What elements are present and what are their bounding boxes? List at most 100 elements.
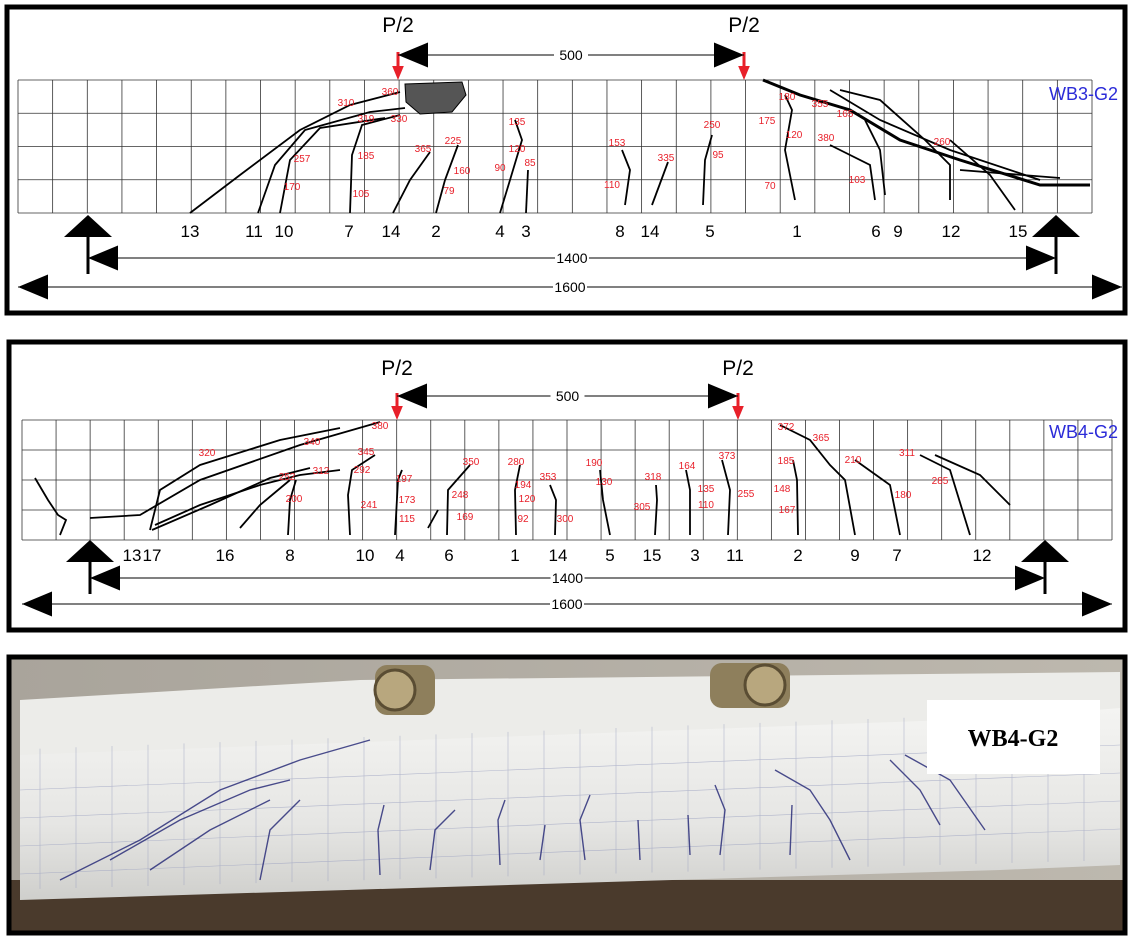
crack xyxy=(762,78,1090,187)
crack-number: 14 xyxy=(641,222,660,241)
crack xyxy=(34,477,68,536)
load-annotation: 280 xyxy=(508,457,525,468)
crack xyxy=(792,459,799,536)
crack xyxy=(525,169,529,214)
crack-number: 3 xyxy=(521,222,530,241)
load-annotation: 105 xyxy=(353,189,370,200)
load-annotation: 365 xyxy=(813,433,830,444)
arrow-head xyxy=(1015,565,1045,591)
arrow-head xyxy=(88,245,118,271)
photo-crack xyxy=(714,784,726,856)
load-annotation: 319 xyxy=(358,114,375,125)
photo-crack xyxy=(429,809,456,871)
load-annotation: 115 xyxy=(399,514,415,525)
load-annotation: 300 xyxy=(557,514,574,525)
load-annotation: 340 xyxy=(304,437,321,448)
photo-crack xyxy=(687,814,691,856)
crack-number: 6 xyxy=(871,222,880,241)
crack-number: 6 xyxy=(444,546,453,565)
crack xyxy=(239,479,291,529)
load-annotation: 103 xyxy=(849,175,866,186)
arrow-head xyxy=(738,66,750,80)
arrow-head xyxy=(1026,245,1056,271)
load-annotation: 305 xyxy=(634,502,651,513)
crack-number: 8 xyxy=(615,222,624,241)
crack xyxy=(149,427,341,531)
load-annotation: 372 xyxy=(778,422,795,433)
crack xyxy=(839,89,951,200)
load-annotation: 120 xyxy=(519,494,536,505)
beam-label: WB4-G2 xyxy=(1049,422,1118,442)
crack-number: 10 xyxy=(275,222,294,241)
crack xyxy=(151,467,311,531)
photo-crack xyxy=(579,794,591,861)
crack xyxy=(721,459,731,536)
crack xyxy=(499,119,523,214)
crack xyxy=(864,119,886,196)
load-annotation: 180 xyxy=(895,490,912,501)
load-annotation: 180 xyxy=(779,92,796,103)
photo-crack xyxy=(774,769,851,861)
dimension-label: 500 xyxy=(556,388,580,404)
load-annotation: 260 xyxy=(934,137,951,148)
crack xyxy=(651,161,669,206)
load-annotation: 250 xyxy=(704,120,721,131)
photo-crack xyxy=(109,779,291,861)
crack xyxy=(949,139,1016,211)
load-annotation: 167 xyxy=(779,505,796,516)
load-annotation: 241 xyxy=(361,500,378,511)
crack-number: 13 xyxy=(123,546,142,565)
load-annotation: 170 xyxy=(284,182,301,193)
photo-crack xyxy=(637,819,641,861)
crack-number: 9 xyxy=(893,222,902,241)
load-annotation: 345 xyxy=(358,447,375,458)
crack-number: 15 xyxy=(1009,222,1028,241)
crack xyxy=(959,169,1061,179)
support xyxy=(1021,540,1069,562)
load-annotation: 79 xyxy=(443,186,455,197)
crack xyxy=(287,479,297,536)
crack xyxy=(549,484,557,536)
load-annotation: 257 xyxy=(294,154,311,165)
load-label: P/2 xyxy=(382,14,414,37)
crack xyxy=(621,149,631,206)
load-annotation: 190 xyxy=(586,458,603,469)
load-annotation: 120 xyxy=(509,144,526,155)
crack-number: 9 xyxy=(850,546,859,565)
arrow-head xyxy=(1082,591,1112,617)
arrow-head xyxy=(22,591,52,617)
crack xyxy=(279,117,386,214)
load-annotation: 85 xyxy=(524,158,536,169)
crack xyxy=(189,91,401,214)
load-annotation: 320 xyxy=(199,448,216,459)
support xyxy=(64,215,112,237)
arrow-head xyxy=(708,383,738,409)
photo: WB4-G2 xyxy=(9,657,1125,933)
photo-crack xyxy=(497,799,506,866)
load-annotation: 380 xyxy=(818,133,835,144)
load-label: P/2 xyxy=(381,357,413,380)
label-bg xyxy=(550,388,585,404)
load-annotation: 135 xyxy=(509,117,526,128)
crack xyxy=(392,151,431,214)
dimension-label: 500 xyxy=(559,47,583,63)
load-annotation: 330 xyxy=(391,114,408,125)
label-bg xyxy=(554,47,588,63)
photo-crack xyxy=(539,824,546,861)
crack xyxy=(934,454,1011,506)
load-label: P/2 xyxy=(728,14,760,37)
load-annotation: 130 xyxy=(596,477,613,488)
crack-number: 1 xyxy=(510,546,519,565)
load-annotation: 197 xyxy=(396,474,413,485)
crack-number: 10 xyxy=(356,546,375,565)
crack xyxy=(347,454,376,536)
load-annotation: 311 xyxy=(899,448,915,459)
photo-crack xyxy=(377,804,385,876)
crack xyxy=(829,89,1041,181)
load-annotation: 160 xyxy=(454,166,471,177)
crack xyxy=(257,107,406,214)
photo-crack xyxy=(149,799,271,871)
load-annotation: 148 xyxy=(774,484,791,495)
load-annotation: 353 xyxy=(540,472,557,483)
load-annotation: 373 xyxy=(719,451,736,462)
